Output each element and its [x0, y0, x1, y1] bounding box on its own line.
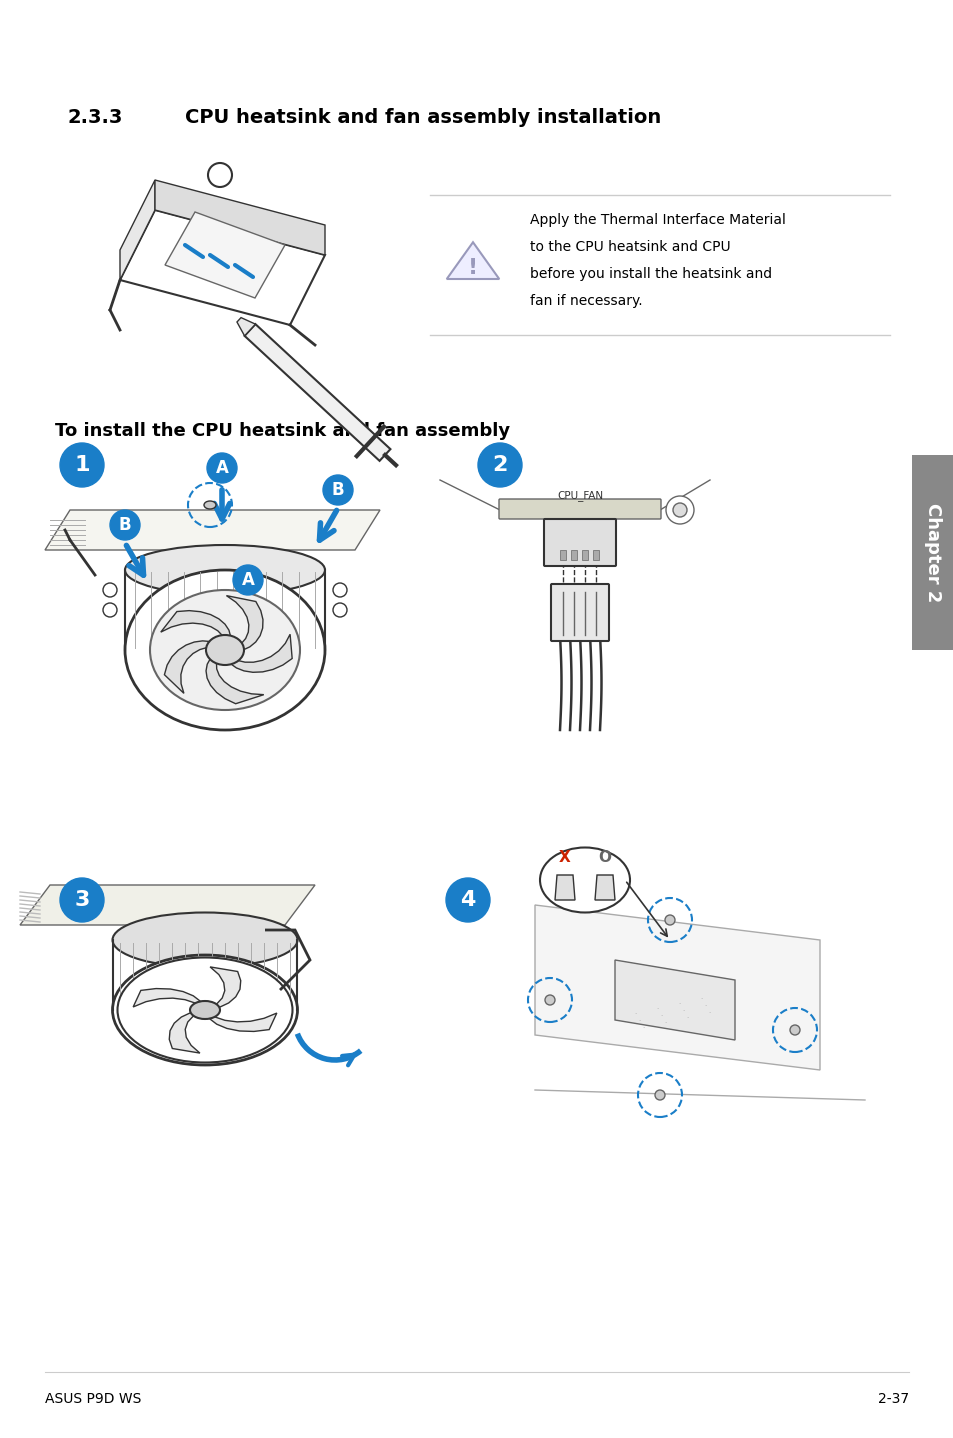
Text: 2-37: 2-37 — [877, 1392, 908, 1406]
Polygon shape — [210, 1012, 276, 1031]
Bar — [559, 549, 565, 559]
Circle shape — [477, 443, 521, 487]
Circle shape — [544, 995, 555, 1005]
Text: .: . — [703, 1001, 705, 1007]
Text: before you install the heatsink and: before you install the heatsink and — [530, 267, 771, 280]
Text: .: . — [663, 1018, 665, 1024]
Text: 4: 4 — [460, 890, 476, 910]
FancyBboxPatch shape — [543, 519, 616, 567]
Ellipse shape — [112, 955, 297, 1066]
Ellipse shape — [117, 958, 293, 1063]
Text: 3: 3 — [74, 890, 90, 910]
Text: B: B — [118, 516, 132, 533]
FancyBboxPatch shape — [551, 584, 608, 641]
Text: Apply the Thermal Interface Material: Apply the Thermal Interface Material — [530, 213, 785, 227]
Circle shape — [323, 475, 353, 505]
Polygon shape — [154, 180, 325, 255]
Text: .: . — [681, 1007, 683, 1012]
Text: A: A — [215, 459, 228, 477]
Text: ASUS P9D WS: ASUS P9D WS — [45, 1392, 141, 1406]
Polygon shape — [226, 595, 263, 650]
Circle shape — [110, 510, 140, 541]
Bar — [571, 549, 577, 559]
Circle shape — [789, 1025, 800, 1035]
Text: B: B — [332, 480, 344, 499]
Text: .: . — [638, 1017, 639, 1022]
Circle shape — [233, 565, 263, 595]
Polygon shape — [236, 318, 255, 336]
Circle shape — [103, 603, 117, 617]
Ellipse shape — [150, 590, 299, 710]
Text: !: ! — [468, 257, 477, 278]
Ellipse shape — [190, 1001, 220, 1020]
Polygon shape — [206, 659, 264, 703]
Text: X: X — [558, 850, 570, 866]
Polygon shape — [45, 510, 379, 549]
Polygon shape — [133, 988, 200, 1007]
Text: .: . — [700, 994, 701, 999]
Ellipse shape — [206, 636, 244, 664]
Ellipse shape — [204, 500, 215, 509]
Polygon shape — [20, 884, 314, 925]
Polygon shape — [120, 180, 154, 280]
Circle shape — [665, 496, 693, 523]
Text: A: A — [241, 571, 254, 590]
Ellipse shape — [125, 545, 325, 595]
Polygon shape — [231, 634, 292, 673]
Text: 2: 2 — [492, 454, 507, 475]
FancyBboxPatch shape — [911, 454, 953, 650]
Circle shape — [208, 162, 232, 187]
Circle shape — [446, 879, 490, 922]
Circle shape — [103, 582, 117, 597]
Circle shape — [664, 915, 675, 925]
Ellipse shape — [112, 913, 297, 968]
Polygon shape — [164, 641, 211, 693]
Text: .: . — [659, 1011, 661, 1017]
Polygon shape — [120, 210, 325, 325]
Circle shape — [207, 453, 236, 483]
Ellipse shape — [125, 569, 325, 731]
Text: CPU heatsink and fan assembly installation: CPU heatsink and fan assembly installati… — [185, 108, 660, 127]
Text: .: . — [707, 1008, 709, 1014]
Text: Chapter 2: Chapter 2 — [923, 503, 941, 603]
Polygon shape — [535, 905, 820, 1070]
Circle shape — [60, 879, 104, 922]
Bar — [593, 549, 598, 559]
Text: 1: 1 — [74, 454, 90, 475]
Polygon shape — [165, 211, 285, 298]
FancyBboxPatch shape — [498, 499, 660, 519]
Text: O: O — [598, 850, 611, 866]
Polygon shape — [595, 874, 615, 900]
Circle shape — [672, 503, 686, 518]
Text: fan if necessary.: fan if necessary. — [530, 293, 642, 308]
Circle shape — [655, 1090, 664, 1100]
Ellipse shape — [539, 847, 629, 913]
Polygon shape — [161, 611, 231, 636]
Circle shape — [60, 443, 104, 487]
Polygon shape — [210, 966, 240, 1008]
Text: .: . — [655, 1004, 658, 1009]
Bar — [581, 549, 587, 559]
Text: .: . — [685, 1012, 687, 1020]
Text: To install the CPU heatsink and fan assembly: To install the CPU heatsink and fan asse… — [55, 421, 510, 440]
Polygon shape — [555, 874, 575, 900]
Text: .: . — [633, 1009, 636, 1015]
Polygon shape — [615, 961, 734, 1040]
Polygon shape — [244, 324, 390, 460]
Text: 2.3.3: 2.3.3 — [68, 108, 123, 127]
Text: .: . — [678, 999, 679, 1005]
Text: .: . — [641, 1022, 643, 1030]
Text: CPU_FAN: CPU_FAN — [557, 490, 602, 500]
Circle shape — [333, 603, 347, 617]
Polygon shape — [446, 242, 498, 279]
Circle shape — [333, 582, 347, 597]
Polygon shape — [169, 1012, 200, 1053]
Text: to the CPU heatsink and CPU: to the CPU heatsink and CPU — [530, 240, 730, 255]
